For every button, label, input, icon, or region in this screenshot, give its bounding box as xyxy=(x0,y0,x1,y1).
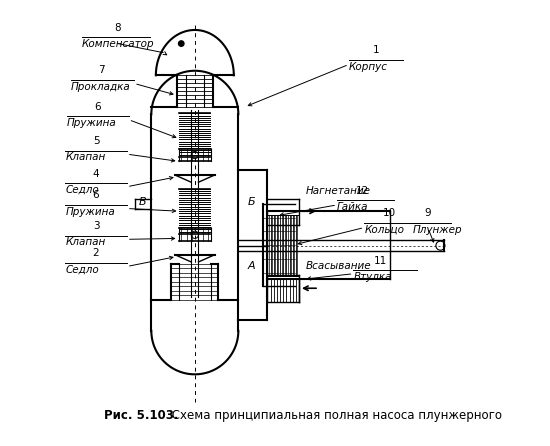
Text: Схема принципиальная полная насоса плунжерного: Схема принципиальная полная насоса плунж… xyxy=(168,409,502,421)
Text: Гайка: Гайка xyxy=(337,202,368,212)
Text: Корпус: Корпус xyxy=(349,62,388,72)
Text: А: А xyxy=(248,260,255,271)
Text: Пружина: Пружина xyxy=(65,206,115,217)
Text: 3: 3 xyxy=(93,221,100,231)
Text: Пружина: Пружина xyxy=(67,118,117,128)
Text: 12: 12 xyxy=(356,186,369,196)
Circle shape xyxy=(179,41,184,46)
Text: 7: 7 xyxy=(98,65,105,75)
Text: 11: 11 xyxy=(374,256,387,265)
Text: Седло: Седло xyxy=(65,264,99,275)
Text: Нагнетание: Нагнетание xyxy=(305,186,370,196)
Text: Компенсатор: Компенсатор xyxy=(81,39,154,49)
Text: 4: 4 xyxy=(93,169,100,178)
Text: 8: 8 xyxy=(114,23,121,33)
Text: 1: 1 xyxy=(373,45,380,55)
Text: Клапан: Клапан xyxy=(65,238,106,248)
Text: 2: 2 xyxy=(93,248,100,258)
Text: Седло: Седло xyxy=(65,185,99,195)
Text: Клапан: Клапан xyxy=(65,153,106,162)
Text: 10: 10 xyxy=(383,208,396,219)
Text: Б: Б xyxy=(248,197,255,207)
Text: Всасывание: Всасывание xyxy=(305,260,371,271)
Text: 5: 5 xyxy=(93,136,100,146)
Text: Плунжер: Плунжер xyxy=(412,225,462,235)
Text: 9: 9 xyxy=(425,208,431,219)
Text: Кольцо: Кольцо xyxy=(364,225,404,235)
Text: 6: 6 xyxy=(93,190,100,200)
Text: Рис. 5.103.: Рис. 5.103. xyxy=(104,409,179,421)
Text: 6: 6 xyxy=(95,102,101,112)
Text: Втулка: Втулка xyxy=(354,272,392,282)
Text: Прокладка: Прокладка xyxy=(71,82,130,91)
Text: В: В xyxy=(139,197,147,207)
